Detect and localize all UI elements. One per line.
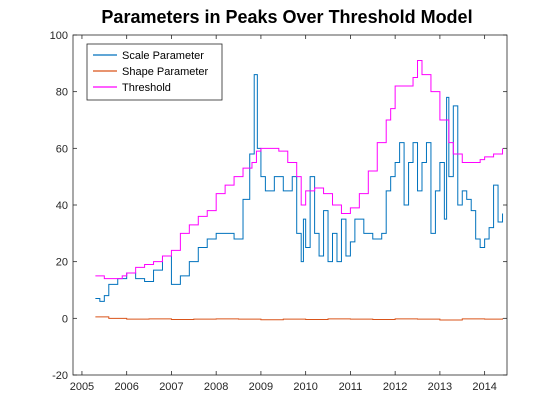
legend-label: Shape Parameter bbox=[122, 66, 209, 78]
y-tick-label: 80 bbox=[56, 87, 68, 99]
y-tick-label: 20 bbox=[56, 257, 68, 269]
y-tick-label: -20 bbox=[52, 370, 68, 382]
x-tick-label: 2011 bbox=[339, 381, 363, 393]
series-line-2 bbox=[95, 316, 504, 321]
x-tick-label: 2007 bbox=[159, 381, 183, 393]
legend: Scale Parameter Shape Parameter Threshold bbox=[86, 43, 223, 101]
y-tick-label: 0 bbox=[62, 313, 68, 325]
x-tick-label: 2010 bbox=[293, 381, 317, 393]
series-line-1 bbox=[95, 74, 504, 302]
series-lines bbox=[95, 60, 504, 321]
legend-box bbox=[86, 43, 223, 101]
x-axis: 2005 2006 2007 2008 2009 2010 2011 2012 2013 2014 bbox=[70, 35, 497, 393]
x-tick-label: 2009 bbox=[249, 381, 273, 393]
x-tick-label: 2012 bbox=[383, 381, 407, 393]
y-tick-label: 40 bbox=[56, 200, 68, 212]
chart-title: Parameters in Peaks Over Threshold Model bbox=[101, 7, 472, 27]
legend-label: Threshold bbox=[122, 82, 171, 94]
y-axis: -20 0 20 40 60 80 100 bbox=[50, 30, 507, 382]
x-tick-label: 2006 bbox=[114, 381, 138, 393]
x-tick-label: 2014 bbox=[472, 381, 496, 393]
x-tick-label: 2005 bbox=[70, 381, 94, 393]
legend-label: Scale Parameter bbox=[122, 50, 204, 62]
y-tick-label: 60 bbox=[56, 143, 68, 155]
x-tick-label: 2013 bbox=[428, 381, 452, 393]
series-line-3 bbox=[95, 60, 504, 280]
y-tick-label: 100 bbox=[50, 30, 68, 42]
x-tick-label: 2008 bbox=[204, 381, 228, 393]
